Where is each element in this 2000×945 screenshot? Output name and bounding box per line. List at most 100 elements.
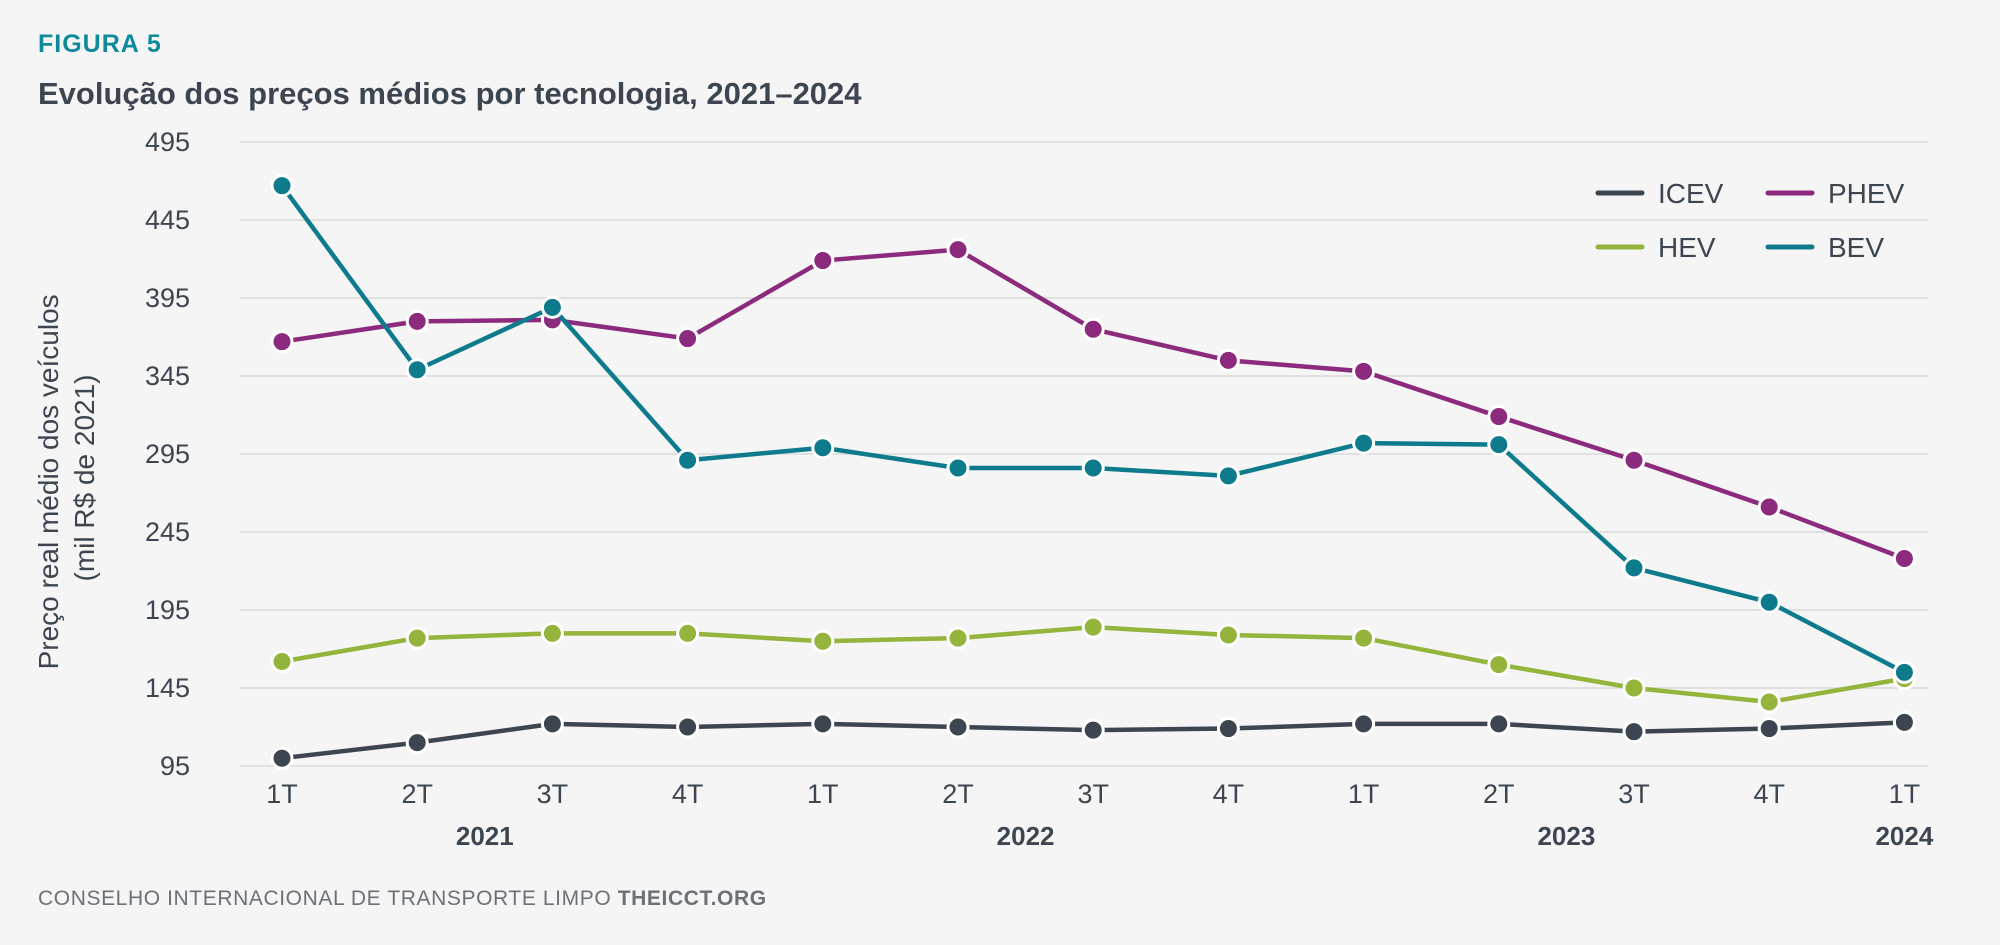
data-point-hev: [1487, 653, 1511, 677]
data-point-phev: [1757, 495, 1781, 519]
data-point-bev: [1757, 590, 1781, 614]
data-point-bev: [1081, 456, 1105, 480]
legend-item-bev: BEV: [1765, 232, 1884, 263]
y-tick-label-195: 195: [145, 595, 190, 625]
data-point-bev: [1352, 431, 1376, 455]
data-point-bev: [1216, 464, 1240, 488]
data-point-icev: [1622, 720, 1646, 744]
data-point-icev: [811, 712, 835, 736]
x-tick-label: 1T: [1889, 779, 1921, 809]
data-point-hev: [676, 621, 700, 645]
legend-item-icev: ICEV: [1595, 178, 1724, 209]
data-point-icev: [676, 715, 700, 739]
data-point-icev: [1081, 718, 1105, 742]
legend-item-hev: HEV: [1595, 232, 1716, 263]
y-tick-label-145: 145: [145, 673, 190, 703]
y-tick-label-245: 245: [145, 517, 190, 547]
footer-site: THEICCT.ORG: [617, 887, 767, 910]
footer: CONSELHO INTERNACIONAL DE TRANSPORTE LIM…: [38, 887, 767, 911]
data-point-phev: [270, 330, 294, 354]
year-label-2022: 2022: [997, 821, 1055, 851]
data-point-hev: [1352, 626, 1376, 650]
data-point-hev: [1216, 623, 1240, 647]
data-point-hev: [405, 626, 429, 650]
y-tick-label-95: 95: [160, 751, 190, 781]
x-tick-label: 2T: [401, 779, 433, 809]
legend-label-hev: HEV: [1658, 232, 1716, 263]
y-tick-label-295: 295: [145, 439, 190, 469]
data-point-phev: [811, 249, 835, 273]
y-tick-label-345: 345: [145, 361, 190, 391]
y-axis-title: Preço real médio dos veículos (mil R$ de…: [33, 287, 100, 670]
x-tick-label: 4T: [1213, 779, 1245, 809]
y-tick-label-495: 495: [145, 127, 190, 157]
data-point-bev: [405, 358, 429, 382]
series-bev: [270, 174, 1916, 684]
data-point-hev: [1757, 690, 1781, 714]
chart-title: Evolução dos preços médios por tecnologi…: [38, 76, 862, 111]
data-point-icev: [946, 715, 970, 739]
y-tick-label-445: 445: [145, 205, 190, 235]
data-point-icev: [1757, 717, 1781, 741]
legend-item-phev: PHEV: [1765, 178, 1905, 209]
x-tick-label: 1T: [266, 779, 298, 809]
legend-label-phev: PHEV: [1828, 178, 1905, 209]
data-point-icev: [405, 731, 429, 755]
data-point-phev: [1892, 547, 1916, 571]
data-point-bev: [270, 174, 294, 198]
data-point-hev: [270, 649, 294, 673]
data-point-phev: [1216, 348, 1240, 372]
footer-org: CONSELHO INTERNACIONAL DE TRANSPORTE LIM…: [38, 887, 612, 910]
year-label-2023: 2023: [1537, 821, 1595, 851]
legend-label-bev: BEV: [1828, 232, 1884, 263]
data-point-bev: [811, 436, 835, 460]
x-tick-label: 2T: [1483, 779, 1515, 809]
x-tick-label: 1T: [1348, 779, 1380, 809]
data-point-bev: [946, 456, 970, 480]
x-tick-label: 3T: [1618, 779, 1650, 809]
x-tick-label: 3T: [1077, 779, 1109, 809]
data-point-icev: [540, 712, 564, 736]
year-label-2024: 2024: [1875, 821, 1933, 851]
data-point-hev: [1622, 676, 1646, 700]
series-group: [270, 174, 1916, 770]
x-tick-labels: 1T 2T 3T 4T 1T 2T 3T 4T 1T 2T 3T 4T 1T: [266, 779, 1920, 809]
data-point-hev: [811, 629, 835, 653]
data-point-bev: [1892, 660, 1916, 684]
data-point-icev: [1216, 717, 1240, 741]
x-tick-label: 4T: [1753, 779, 1785, 809]
year-labels: 2021 2022 2023 2024: [456, 821, 1934, 851]
x-tick-label: 2T: [942, 779, 974, 809]
data-point-icev: [270, 746, 294, 770]
data-point-hev: [1081, 615, 1105, 639]
data-point-bev: [540, 295, 564, 319]
data-point-phev: [1487, 405, 1511, 429]
data-point-phev: [405, 309, 429, 333]
data-point-bev: [1487, 433, 1511, 457]
data-point-icev: [1892, 710, 1916, 734]
series-hev: [270, 615, 1916, 714]
data-point-bev: [1622, 556, 1646, 580]
y-axis-title-line-1: Preço real médio dos veículos: [33, 294, 64, 669]
data-point-hev: [540, 621, 564, 645]
data-point-phev: [1622, 448, 1646, 472]
data-point-phev: [1352, 359, 1376, 383]
data-point-hev: [946, 626, 970, 650]
series-phev: [270, 238, 1916, 571]
data-point-icev: [1352, 712, 1376, 736]
data-point-bev: [676, 448, 700, 472]
series-icev: [270, 710, 1916, 770]
data-point-icev: [1487, 712, 1511, 736]
y-tick-labels: 95 145 195 245 295 345 395 445 495: [145, 127, 190, 781]
year-label-2021: 2021: [456, 821, 514, 851]
figure-label: FIGURA 5: [38, 30, 162, 58]
data-point-phev: [1081, 317, 1105, 341]
y-axis-title-line-2: (mil R$ de 2021): [69, 375, 100, 582]
data-point-phev: [946, 238, 970, 262]
x-tick-label: 3T: [537, 779, 569, 809]
legend-label-icev: ICEV: [1658, 178, 1724, 209]
series-line-phev: [279, 247, 1907, 561]
data-point-phev: [676, 327, 700, 351]
x-tick-label: 1T: [807, 779, 839, 809]
